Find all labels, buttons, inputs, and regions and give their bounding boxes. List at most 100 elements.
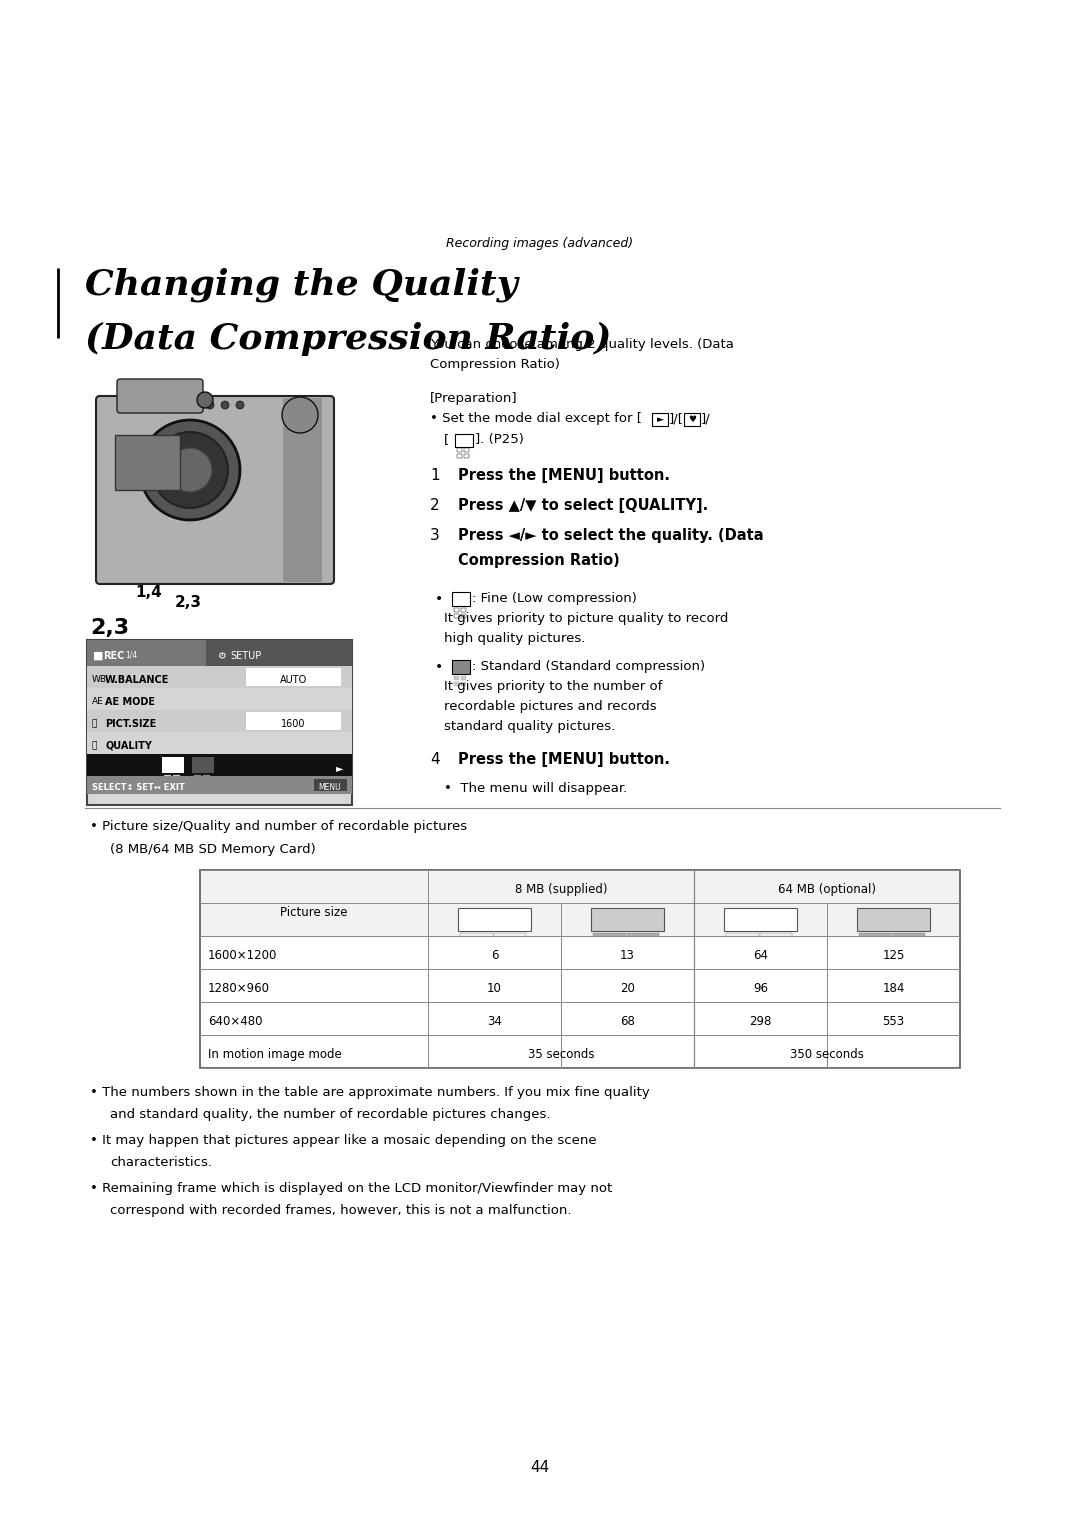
Text: QUALITY: QUALITY [105,742,152,751]
Text: 4: 4 [430,752,440,768]
Bar [460,932,492,942]
Text: 2: 2 [430,497,440,513]
Text: Recording images (advanced): Recording images (advanced) [446,237,634,250]
Text: ⌗: ⌗ [92,719,97,728]
Text: ]/: ]/ [701,412,711,426]
Text: ♥: ♥ [688,415,697,424]
Bar [454,682,459,687]
Text: • Remaining frame which is displayed on the LCD monitor/Viewfinder may not: • Remaining frame which is displayed on … [90,1183,612,1195]
Bar [162,757,184,774]
Text: •: • [435,661,443,674]
Circle shape [197,392,213,407]
Text: [: [ [444,433,449,446]
Bar [246,668,341,687]
Text: Press the [MENU] button.: Press the [MENU] button. [458,468,670,484]
Circle shape [152,432,228,508]
Text: 34: 34 [487,1015,502,1029]
Bar [203,781,210,787]
Text: 35 seconds: 35 seconds [528,1048,594,1061]
Bar [464,449,469,452]
Text: correspond with recorded frames, however, this is not a malfunction.: correspond with recorded frames, however… [110,1204,571,1218]
Circle shape [140,420,240,520]
Bar [200,1003,960,1035]
Text: ⚙: ⚙ [217,652,226,661]
Text: Press ▲/▼ to select [QUALITY].: Press ▲/▼ to select [QUALITY]. [458,497,708,513]
Text: 44: 44 [530,1460,550,1476]
Bar [892,932,926,942]
Bar [203,775,210,780]
Bar [457,455,462,458]
Bar [457,449,462,452]
Bar [593,932,625,942]
Text: Compression Ratio): Compression Ratio) [430,359,559,371]
Bar [173,775,180,780]
Bar [173,781,180,787]
Text: 298: 298 [750,1015,772,1029]
Bar [87,639,352,806]
Bar [87,710,352,732]
Bar [856,908,930,931]
Bar [200,935,960,969]
Bar [455,433,473,447]
Text: 125: 125 [882,949,905,961]
Bar [453,592,470,606]
Text: In motion image mode: In motion image mode [208,1048,341,1061]
Bar [460,943,492,952]
Text: •: • [435,592,443,606]
Bar [87,639,352,665]
Bar [591,908,664,931]
Text: 640×480: 640×480 [208,1015,262,1029]
Bar [314,778,347,790]
FancyBboxPatch shape [96,397,334,584]
Circle shape [282,397,318,433]
Text: It gives priority to the number of: It gives priority to the number of [444,681,662,693]
Bar [164,775,171,780]
Bar [464,455,469,458]
Text: •  The menu will disappear.: • The menu will disappear. [444,781,627,795]
Text: standard quality pictures.: standard quality pictures. [444,720,616,732]
Bar [759,932,792,942]
Text: • Picture size/Quality and number of recordable pictures: • Picture size/Quality and number of rec… [90,819,468,833]
Text: 184: 184 [882,983,905,995]
Text: 1600: 1600 [282,719,306,729]
Text: 20: 20 [620,983,635,995]
Text: 6: 6 [490,949,498,961]
Text: (8 MB/64 MB SD Memory Card): (8 MB/64 MB SD Memory Card) [110,842,315,856]
Circle shape [168,449,212,491]
Bar [859,932,891,942]
Bar [114,435,180,490]
Text: AE MODE: AE MODE [105,697,156,707]
Text: 2,3: 2,3 [90,618,130,638]
Text: 1280×960: 1280×960 [208,983,270,995]
Text: • Set the mode dial except for [: • Set the mode dial except for [ [430,412,642,426]
Text: 64: 64 [753,949,768,961]
Bar [200,1035,960,1068]
Bar [194,781,201,787]
Text: ►: ► [657,415,663,424]
Bar [726,932,758,942]
Text: MENU: MENU [319,783,341,792]
Text: You can choose among 2 quality levels. (Data: You can choose among 2 quality levels. (… [430,337,734,351]
Bar [246,713,341,729]
Text: ►: ► [336,763,343,774]
Bar [87,754,352,777]
Text: high quality pictures.: high quality pictures. [444,632,585,645]
Text: W.BALANCE: W.BALANCE [105,674,170,685]
FancyBboxPatch shape [117,378,203,414]
Text: AE: AE [92,697,104,707]
Text: SELECT↕ SET↔ EXIT: SELECT↕ SET↔ EXIT [92,783,185,792]
Bar [194,775,201,780]
Text: recordable pictures and records: recordable pictures and records [444,700,657,713]
Circle shape [206,401,214,409]
Text: Changing the Quality: Changing the Quality [85,269,517,302]
Text: 8 MB (supplied): 8 MB (supplied) [515,884,607,896]
Bar [892,943,926,952]
Bar [454,613,459,618]
Bar [192,757,214,774]
Text: ⌗: ⌗ [92,742,97,751]
Bar [458,908,531,931]
Text: [Preparation]: [Preparation] [430,392,517,404]
Text: It gives priority to picture quality to record: It gives priority to picture quality to … [444,612,728,626]
Text: • It may happen that pictures appear like a mosaic depending on the scene: • It may happen that pictures appear lik… [90,1134,596,1148]
Text: 10: 10 [487,983,502,995]
